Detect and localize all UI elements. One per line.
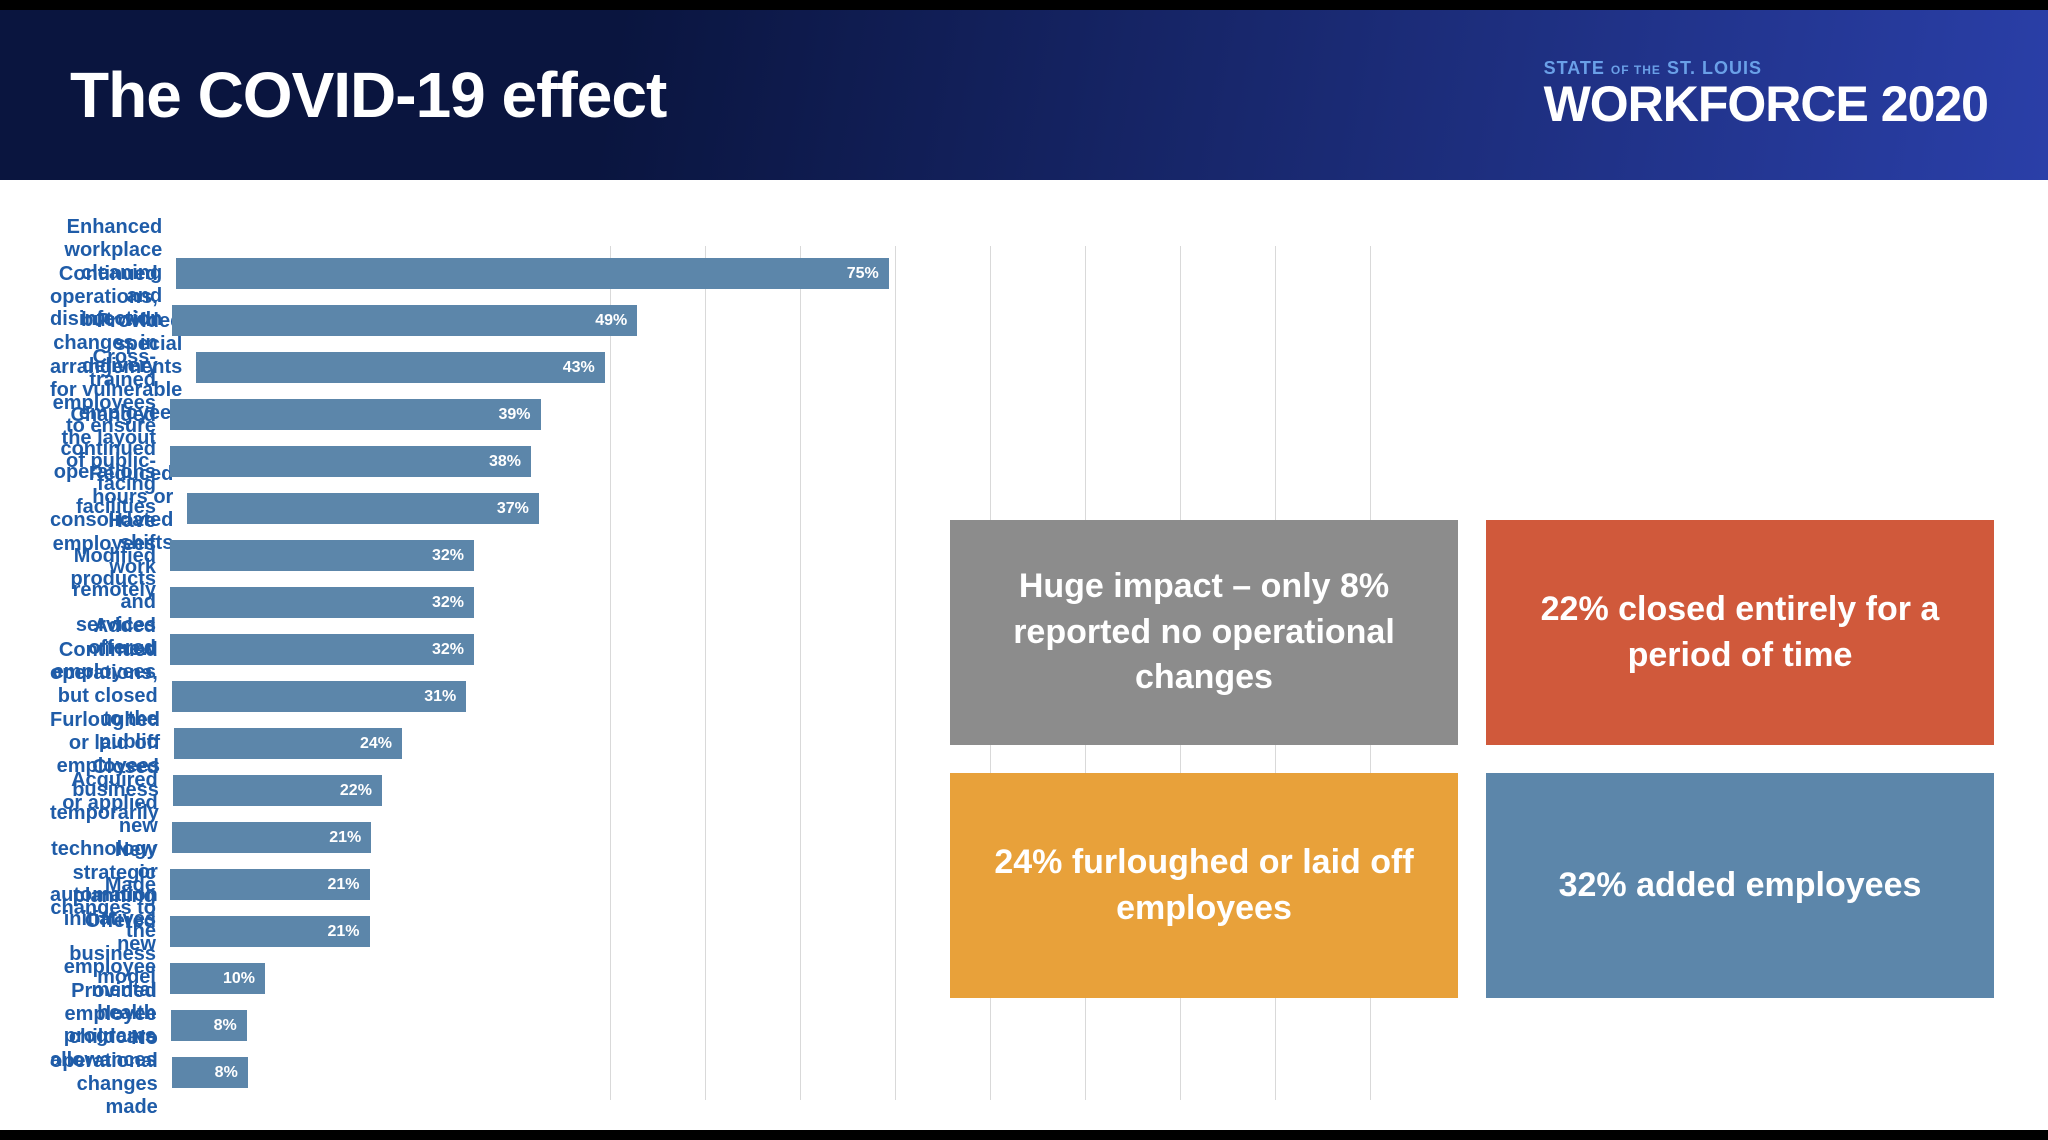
chart-bar-value: 75% bbox=[847, 265, 879, 283]
chart-bar-area: 24% bbox=[174, 720, 934, 767]
chart-bar-value: 21% bbox=[327, 876, 359, 894]
chart-bar-area: 75% bbox=[176, 250, 936, 297]
chart-row: No operational changes made8% bbox=[50, 1049, 930, 1096]
brand-top-mid: OF THE bbox=[1611, 63, 1661, 77]
chart-row: Continued operations, but closed to the … bbox=[50, 673, 930, 720]
chart-row: Acquired or applied new technology or au… bbox=[50, 814, 930, 861]
chart-row: Reduced hours or consolidated shifts37% bbox=[50, 485, 930, 532]
chart-bar-value: 21% bbox=[327, 923, 359, 941]
chart-row: Offered new employee mental health progr… bbox=[50, 955, 930, 1002]
callout-box: 24% furloughed or laid off employees bbox=[950, 773, 1458, 998]
chart-row: Closed business temporarily22% bbox=[50, 767, 930, 814]
chart-bar-area: 8% bbox=[172, 1049, 932, 1096]
chart-bar-area: 21% bbox=[170, 861, 930, 908]
chart-bar-area: 10% bbox=[170, 955, 930, 1002]
chart-bar: 10% bbox=[170, 963, 265, 994]
chart-row: Added new employees32% bbox=[50, 626, 930, 673]
chart-bar-area: 32% bbox=[170, 626, 930, 673]
chart-row: New strategic planning initiatives21% bbox=[50, 861, 930, 908]
chart-bar-value: 8% bbox=[215, 1064, 238, 1082]
letterbox-top bbox=[0, 0, 2048, 10]
chart-bar-area: 21% bbox=[172, 814, 932, 861]
callout-box: Huge impact – only 8% reported no operat… bbox=[950, 520, 1458, 745]
chart-bar: 21% bbox=[170, 916, 370, 947]
chart-bar: 21% bbox=[170, 869, 370, 900]
chart-row: Provided employee childcare allowances8% bbox=[50, 1002, 930, 1049]
chart-bar-area: 49% bbox=[172, 297, 932, 344]
chart-bar-value: 32% bbox=[432, 547, 464, 565]
chart-bar-area: 43% bbox=[196, 344, 956, 391]
brand-bottom-line: WORKFORCE 2020 bbox=[1544, 78, 1988, 131]
chart-bar-value: 21% bbox=[329, 829, 361, 847]
chart-bar: 49% bbox=[172, 305, 638, 336]
callout-box: 32% added employees bbox=[1486, 773, 1994, 998]
brand-block: STATE OF THE ST. LOUIS WORKFORCE 2020 bbox=[1544, 59, 1988, 130]
chart-bar: 24% bbox=[174, 728, 402, 759]
chart-bar-value: 39% bbox=[498, 406, 530, 424]
chart-row: Changed the layout of public-facing faci… bbox=[50, 438, 930, 485]
chart-bar: 32% bbox=[170, 587, 474, 618]
chart-bar: 8% bbox=[172, 1057, 248, 1088]
chart-bar-value: 24% bbox=[360, 735, 392, 753]
slide-title: The COVID-19 effect bbox=[70, 58, 666, 132]
chart-row: Provided special arrangements for vulner… bbox=[50, 344, 930, 391]
chart-bar-area: 31% bbox=[172, 673, 932, 720]
chart-bar-value: 8% bbox=[214, 1017, 237, 1035]
chart-bar: 75% bbox=[176, 258, 889, 289]
chart-bar-value: 22% bbox=[340, 782, 372, 800]
chart-bar-area: 37% bbox=[187, 485, 947, 532]
chart-row: Furloughed or laid off employees24% bbox=[50, 720, 930, 767]
chart-row: Made changes to the business model21% bbox=[50, 908, 930, 955]
chart-row: Continued operations, but with changes i… bbox=[50, 297, 930, 344]
chart-bar-value: 31% bbox=[424, 688, 456, 706]
chart-bar-value: 10% bbox=[223, 970, 255, 988]
chart-bar-area: 8% bbox=[171, 1002, 931, 1049]
letterbox-bottom bbox=[0, 1130, 2048, 1140]
chart-row: Cross-trained employees to ensure contin… bbox=[50, 391, 930, 438]
chart-row: Have employees work remotely32% bbox=[50, 532, 930, 579]
chart-row: Enhanced workplace cleaning and disinfec… bbox=[50, 250, 930, 297]
chart-bar-area: 22% bbox=[173, 767, 933, 814]
chart-bar-area: 39% bbox=[170, 391, 930, 438]
chart-bar-area: 32% bbox=[170, 532, 930, 579]
chart-bar: 43% bbox=[196, 352, 605, 383]
chart-bar: 21% bbox=[172, 822, 372, 853]
chart-bar-value: 49% bbox=[595, 312, 627, 330]
chart-bar: 32% bbox=[170, 540, 474, 571]
slide-header: The COVID-19 effect STATE OF THE ST. LOU… bbox=[0, 10, 2048, 180]
chart-row-label: No operational changes made bbox=[50, 1027, 172, 1119]
chart-bar-area: 38% bbox=[170, 438, 930, 485]
chart-bar: 38% bbox=[170, 446, 531, 477]
chart-bar: 32% bbox=[170, 634, 474, 665]
covid-effect-bar-chart: Enhanced workplace cleaning and disinfec… bbox=[50, 250, 930, 1096]
chart-bar-value: 37% bbox=[497, 500, 529, 518]
chart-bar-value: 43% bbox=[563, 359, 595, 377]
callout-box: 22% closed entirely for a period of time bbox=[1486, 520, 1994, 745]
chart-bar-value: 38% bbox=[489, 453, 521, 471]
callouts-grid: Huge impact – only 8% reported no operat… bbox=[950, 520, 1994, 998]
chart-bar: 31% bbox=[172, 681, 467, 712]
chart-bar-value: 32% bbox=[432, 594, 464, 612]
chart-bar: 22% bbox=[173, 775, 382, 806]
slide-content: Enhanced workplace cleaning and disinfec… bbox=[0, 180, 2048, 1130]
chart-bar: 8% bbox=[171, 1010, 247, 1041]
chart-bar-area: 21% bbox=[170, 908, 930, 955]
chart-row: Modified products and services offered32… bbox=[50, 579, 930, 626]
chart-bar: 39% bbox=[170, 399, 541, 430]
chart-bar-area: 32% bbox=[170, 579, 930, 626]
chart-bar-value: 32% bbox=[432, 641, 464, 659]
chart-bar: 37% bbox=[187, 493, 539, 524]
